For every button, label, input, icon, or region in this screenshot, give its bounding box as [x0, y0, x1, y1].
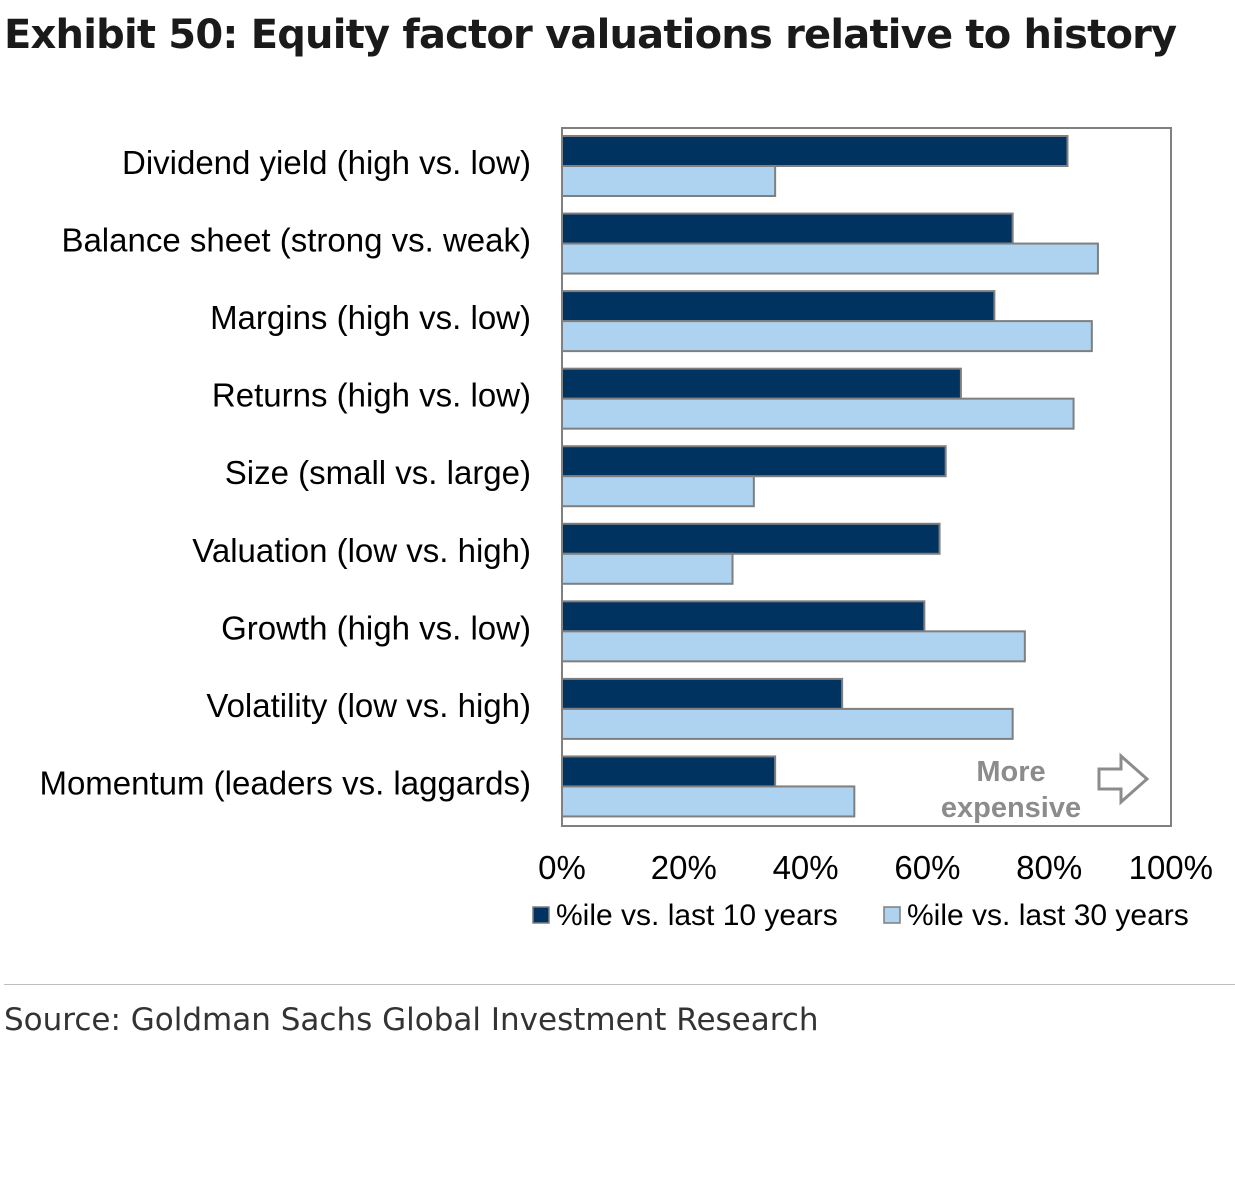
bar-size-10y	[561, 445, 947, 478]
bar-growth-30y	[561, 630, 1026, 663]
bar-balance-sheet-10y	[561, 212, 1014, 245]
bar-size-30y	[561, 475, 755, 508]
legend-item-10y: %ile vs. last 10 years	[532, 899, 838, 932]
bar-volatility-30y	[561, 707, 1014, 740]
chart-title: Exhibit 50: Equity factor valuations rel…	[4, 12, 1177, 58]
plot-frame	[561, 127, 1172, 827]
x-axis-ticks: 0% 20% 40% 60% 80% 100%	[538, 849, 1213, 886]
category-label-volatility: Volatility (low vs. high)	[206, 687, 531, 724]
category-label-growth: Growth (high vs. low)	[221, 609, 531, 646]
category-label-balance-sheet: Balance sheet (strong vs. weak)	[61, 222, 531, 259]
annotation-line-2: expensive	[941, 792, 1081, 824]
bar-momentum-30y	[561, 785, 856, 818]
x-tick-label: 80%	[1016, 849, 1082, 886]
bars-layer	[561, 135, 1099, 818]
category-label-dividend-yield: Dividend yield (high vs. low)	[122, 144, 531, 181]
category-label-margins: Margins (high vs. low)	[210, 299, 531, 336]
bar-dividend-yield-10y	[561, 135, 1069, 167]
legend-swatch-10y	[532, 906, 550, 924]
bar-returns-10y	[561, 367, 962, 400]
x-tick-label: 20%	[651, 849, 717, 886]
more-expensive-annotation: More expensive	[941, 752, 1150, 824]
bar-valuation-10y	[561, 522, 941, 555]
annotation-line-1: More	[976, 756, 1045, 788]
x-tick-label: 60%	[894, 849, 960, 886]
x-tick-label: 0%	[538, 849, 586, 886]
category-label-returns: Returns (high vs. low)	[212, 377, 531, 414]
x-tick-label: 40%	[773, 849, 839, 886]
category-label-size: Size (small vs. large)	[225, 454, 531, 491]
divider	[4, 984, 1235, 985]
bar-chart: Dividend yield (high vs. low) Balance she…	[39, 127, 1213, 932]
legend-label-10y: %ile vs. last 10 years	[556, 899, 838, 932]
bar-returns-30y	[561, 397, 1075, 430]
bar-dividend-yield-30y	[561, 165, 777, 197]
category-labels: Dividend yield (high vs. low) Balance she…	[39, 144, 531, 801]
source-note: Source: Goldman Sachs Global Investment …	[4, 1002, 819, 1038]
bar-margins-10y	[561, 290, 996, 323]
bar-valuation-30y	[561, 552, 734, 585]
legend: %ile vs. last 10 years %ile vs. last 30 …	[532, 899, 1189, 932]
category-label-valuation: Valuation (low vs. high)	[192, 532, 531, 569]
legend-item-30y: %ile vs. last 30 years	[883, 899, 1189, 932]
bar-balance-sheet-30y	[561, 242, 1099, 275]
legend-swatch-30y	[883, 906, 901, 924]
right-arrow-outline-icon	[1097, 752, 1150, 806]
bar-margins-30y	[561, 320, 1093, 353]
bar-momentum-10y	[561, 755, 777, 788]
legend-label-30y: %ile vs. last 30 years	[907, 899, 1189, 932]
bar-volatility-10y	[561, 677, 844, 710]
x-tick-label: 100%	[1129, 849, 1213, 886]
category-label-momentum: Momentum (leaders vs. laggards)	[39, 764, 531, 801]
bar-growth-10y	[561, 600, 926, 633]
